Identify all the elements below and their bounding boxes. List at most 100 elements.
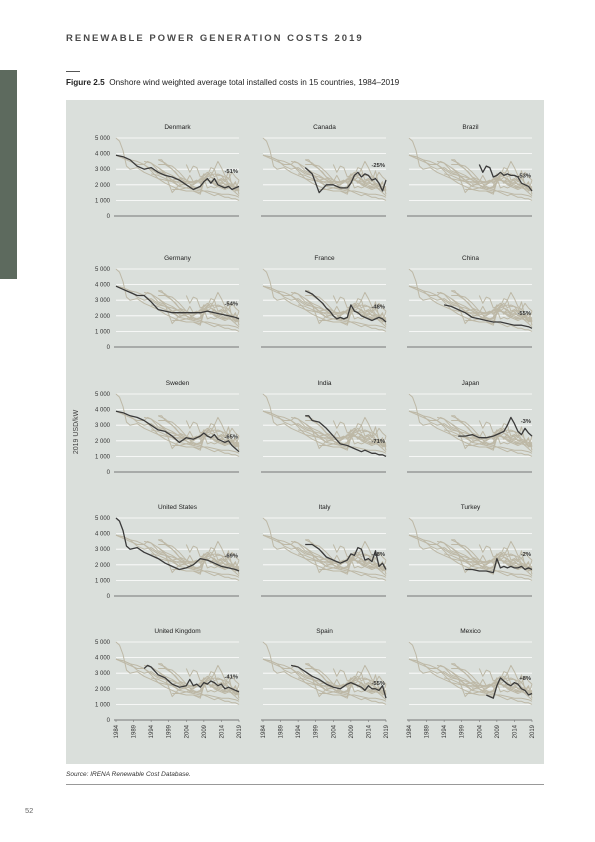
x-tick-label: 1994 — [149, 724, 155, 738]
background-series-line — [262, 410, 387, 445]
background-series-line — [115, 658, 240, 693]
figure-number: Figure 2.5 — [66, 78, 105, 87]
y-tick-label: 2 000 — [95, 439, 111, 445]
x-tick-label: 1999 — [314, 724, 320, 738]
background-series-line — [305, 420, 387, 446]
y-tick-label: 2 000 — [95, 563, 111, 569]
subplot-title-sweden: Sweden — [166, 380, 190, 387]
series-line-china — [443, 304, 533, 329]
background-series-line — [436, 291, 533, 320]
x-tick-label: 2014 — [366, 724, 372, 738]
background-series-line — [297, 304, 387, 329]
y-tick-label: 1 000 — [95, 702, 111, 708]
change-label-mexico: +8% — [519, 676, 531, 682]
background-series-line — [436, 416, 533, 445]
background-series-line — [451, 290, 533, 332]
y-tick-label: 1 000 — [95, 578, 111, 584]
series-line-denmark — [115, 154, 240, 191]
background-series-line — [408, 410, 533, 445]
background-series-line — [262, 658, 387, 693]
background-series-line — [436, 664, 533, 693]
y-tick-label: 5 000 — [95, 267, 111, 273]
x-tick-label: 1989 — [132, 724, 138, 738]
background-series-line — [297, 429, 387, 454]
x-tick-label: 1984 — [407, 724, 413, 738]
source-rule — [66, 784, 544, 785]
y-tick-label: 0 — [107, 718, 111, 724]
background-series-line — [443, 429, 533, 454]
background-series-line — [262, 154, 387, 189]
background-series-line — [451, 663, 533, 705]
background-series-line — [150, 304, 240, 329]
series-line-italy — [305, 543, 387, 570]
background-series-line — [143, 416, 240, 445]
y-tick-label: 0 — [107, 470, 111, 476]
subplot-title-spain: Spain — [316, 628, 333, 635]
series-line-india — [305, 415, 387, 457]
x-tick-label: 2014 — [512, 724, 518, 738]
background-series-line — [115, 154, 240, 189]
background-series-line — [451, 668, 533, 694]
chart-panel — [66, 100, 544, 764]
y-tick-label: 4 000 — [95, 408, 111, 414]
background-series-line — [319, 558, 387, 574]
y-tick-label: 4 000 — [95, 283, 111, 289]
figure-caption: Onshore wind weighted average total inst… — [109, 78, 400, 87]
background-series-line — [150, 173, 240, 198]
y-tick-label: 3 000 — [95, 423, 111, 429]
change-label-italy: -48% — [371, 552, 385, 558]
x-tick-label: 1984 — [114, 724, 120, 738]
change-label-united-states: -69% — [224, 554, 238, 560]
background-series-line — [143, 160, 240, 189]
background-series-line — [451, 539, 533, 581]
subplot-title-japan: Japan — [462, 380, 480, 387]
change-label-china: -55% — [517, 311, 531, 317]
background-series-line — [115, 534, 240, 569]
x-tick-label: 2009 — [349, 724, 355, 738]
x-tick-label: 1994 — [296, 724, 302, 738]
y-tick-label: 0 — [107, 594, 111, 600]
background-series-line — [451, 420, 533, 446]
background-series-line — [451, 544, 533, 570]
x-tick-label: 1989 — [425, 724, 431, 738]
background-series-line — [143, 540, 240, 569]
background-series-line — [486, 173, 533, 195]
background-series-line — [312, 160, 387, 183]
background-series-line — [443, 677, 533, 702]
subplot-title-mexico: Mexico — [460, 628, 481, 635]
background-series-line — [165, 664, 240, 687]
background-series-line — [158, 539, 240, 581]
change-label-turkey: -2% — [521, 552, 531, 558]
x-tick-label: 1999 — [460, 724, 466, 738]
background-series-line — [158, 668, 240, 694]
report-header-title: RENEWABLE POWER GENERATION COSTS 2019 — [66, 33, 364, 44]
x-tick-label: 2014 — [219, 724, 225, 738]
background-series-line — [305, 668, 387, 694]
section-side-tab — [0, 70, 17, 279]
background-series-line — [486, 429, 533, 451]
change-label-india: -71% — [371, 439, 385, 445]
subplot-title-brazil: Brazil — [462, 124, 479, 131]
series-line-spain — [290, 664, 387, 699]
change-label-germany: -54% — [224, 302, 238, 308]
background-series-line — [262, 534, 387, 569]
background-series-line — [451, 159, 533, 201]
x-tick-label: 1999 — [167, 724, 173, 738]
x-tick-label: 1994 — [442, 724, 448, 738]
y-tick-label: 5 000 — [95, 136, 111, 142]
y-tick-label: 4 000 — [95, 152, 111, 158]
y-tick-label: 4 000 — [95, 656, 111, 662]
x-tick-label: 2019 — [384, 724, 390, 738]
background-series-line — [451, 164, 533, 190]
series-line-mexico — [486, 677, 533, 699]
background-series-line — [312, 416, 387, 439]
background-series-line — [340, 173, 387, 195]
background-series-line — [165, 160, 240, 183]
background-series-line — [158, 663, 240, 705]
background-series-line — [408, 534, 533, 569]
background-series-line — [436, 160, 533, 189]
y-tick-label: 5 000 — [95, 640, 111, 646]
subplot-title-china: China — [462, 255, 479, 262]
change-label-france: -48% — [371, 305, 385, 311]
x-tick-label: 2019 — [237, 724, 243, 738]
